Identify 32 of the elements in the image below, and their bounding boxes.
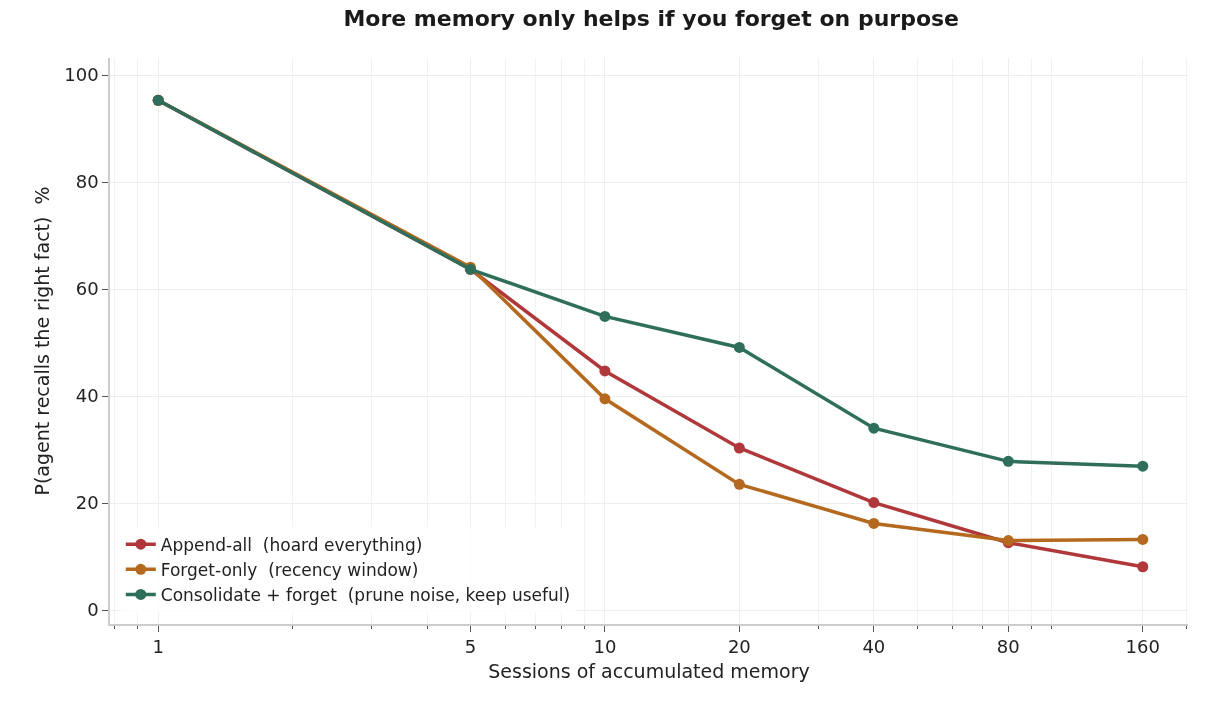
y-tick-label: 0 — [87, 599, 99, 621]
legend-label: Consolidate + forget (prune noise, keep useful) — [160, 585, 571, 606]
y-tick-label: 80 — [75, 171, 99, 193]
point — [599, 393, 611, 405]
point — [868, 497, 880, 509]
point — [733, 341, 745, 353]
legend-label: Append-all (hoard everything) — [160, 534, 423, 555]
x-tick-label: 80 — [996, 636, 1020, 658]
x-tick-label: 160 — [1125, 636, 1160, 658]
point — [868, 422, 880, 434]
x-tick-label: 40 — [862, 636, 886, 658]
x-tick-label: 10 — [593, 636, 617, 658]
chart-title: More memory only helps if you forget on purpose — [343, 6, 960, 32]
point — [599, 365, 611, 377]
y-tick-label: 40 — [75, 385, 99, 407]
point — [733, 478, 745, 490]
x-tick-label: 1 — [152, 636, 164, 658]
point — [1137, 460, 1149, 472]
x-tick-label: 5 — [464, 636, 477, 658]
x-tick-label: 20 — [727, 636, 751, 658]
legend-label: Forget-only (recency window) — [160, 559, 419, 580]
point — [733, 442, 745, 454]
point — [1002, 455, 1014, 467]
y-tick-label: 20 — [75, 492, 99, 514]
point — [1137, 533, 1149, 545]
point — [599, 310, 611, 322]
y-tick-label: 100 — [64, 64, 99, 86]
point — [1137, 561, 1149, 573]
x-axis-title: Sessions of accumulated memory — [488, 659, 810, 682]
y-axis-title: P(agent recalls the right fact) % — [30, 186, 53, 496]
point — [868, 517, 880, 529]
y-tick-label: 60 — [75, 278, 99, 300]
